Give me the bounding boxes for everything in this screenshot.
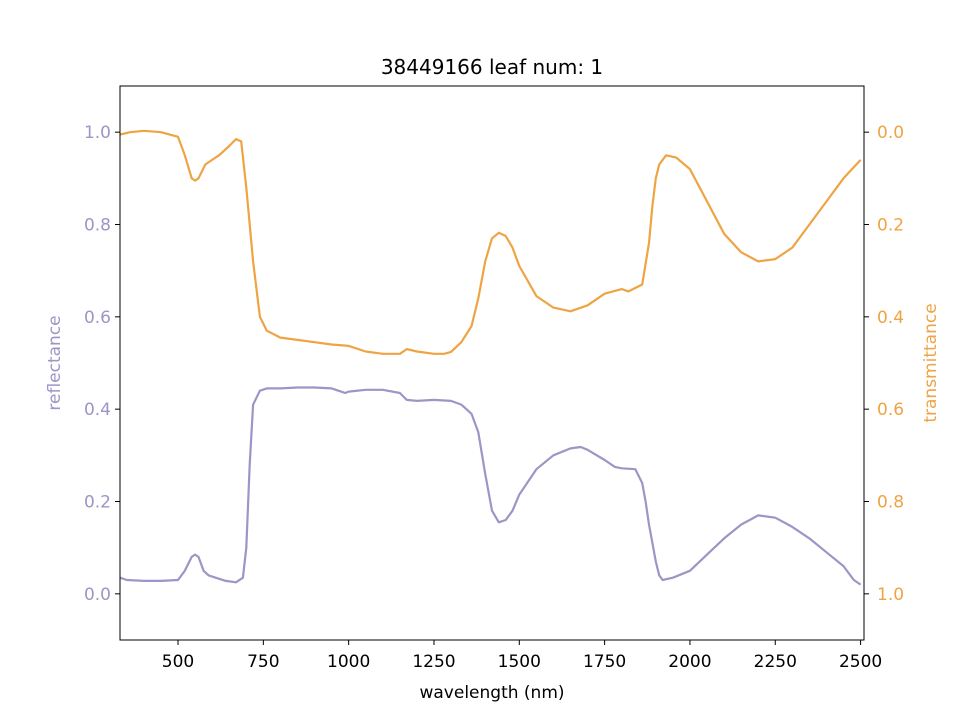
y-right-tick-label: 0.2 [877, 216, 904, 236]
plot-area [120, 86, 864, 640]
x-tick-label: 750 [247, 652, 279, 672]
x-tick-label: 1250 [412, 652, 455, 672]
y-axis-label-left: reflectance [45, 315, 65, 410]
x-axis-label: wavelength (nm) [419, 683, 564, 703]
y-axis-right: 0.0 0.2 0.4 0.6 0.8 1.0 [864, 123, 904, 605]
y-left-tick-label: 0.6 [84, 308, 111, 328]
series-layer [119, 129, 862, 586]
series-reflectance-line [119, 386, 862, 586]
x-tick-label: 1000 [327, 652, 370, 672]
y-right-tick-label: 0.6 [877, 400, 904, 420]
y-right-tick-label: 1.0 [877, 585, 904, 605]
y-axis-left: 0.0 0.2 0.4 0.6 0.8 1.0 [84, 123, 120, 605]
x-tick-label: 1500 [498, 652, 541, 672]
x-axis: 500 750 1000 1250 1500 1750 2000 2250 2500 [162, 640, 882, 672]
y-right-tick-label: 0.4 [877, 308, 904, 328]
y-left-tick-label: 0.0 [84, 585, 111, 605]
y-left-tick-label: 0.2 [84, 493, 111, 513]
x-tick-label: 500 [162, 652, 194, 672]
x-tick-label: 2250 [754, 652, 797, 672]
y-axis-label-right: transmittance [921, 303, 941, 422]
y-left-tick-label: 0.4 [84, 400, 111, 420]
x-tick-label: 2500 [839, 652, 882, 672]
y-right-tick-label: 0.0 [877, 123, 904, 143]
series-transmittance-line [119, 129, 862, 355]
y-right-tick-label: 0.8 [877, 493, 904, 513]
plot-frame [119, 85, 865, 641]
x-tick-label: 2000 [668, 652, 711, 672]
chart-title: 38449166 leaf num: 1 [381, 55, 603, 79]
y-left-tick-label: 1.0 [84, 123, 111, 143]
y-left-tick-label: 0.8 [84, 216, 111, 236]
x-tick-label: 1750 [583, 652, 626, 672]
